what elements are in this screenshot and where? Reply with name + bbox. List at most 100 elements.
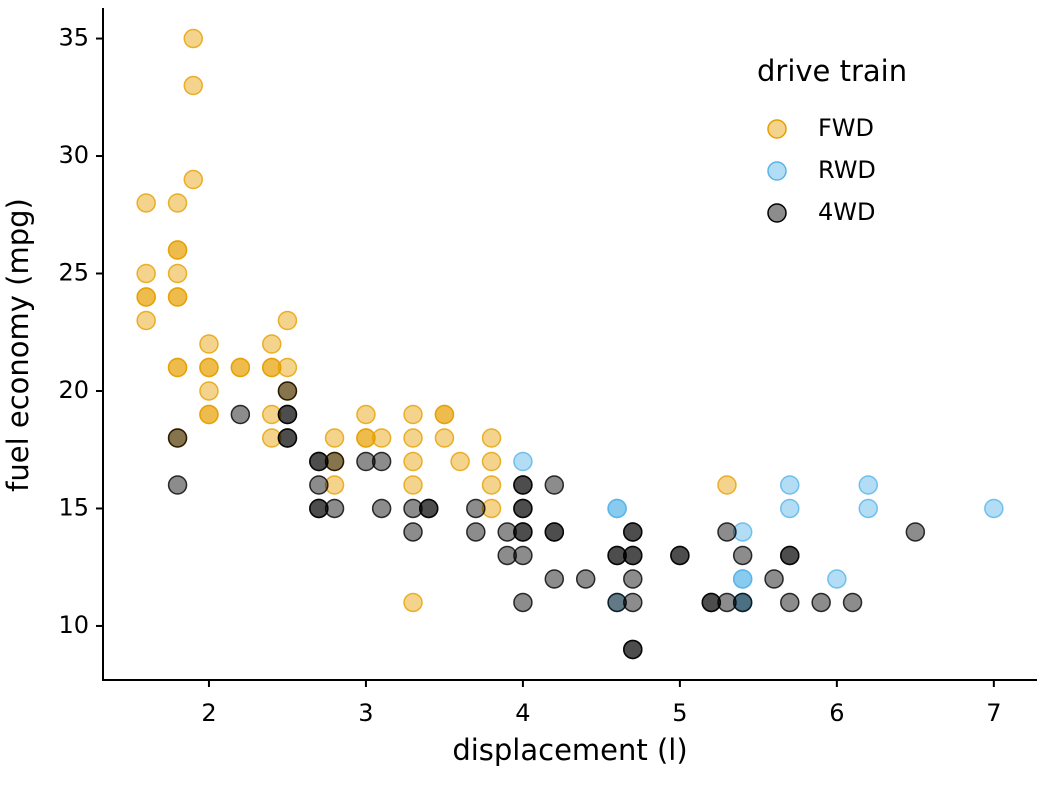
x-tick-label: 6 [829, 699, 844, 727]
point [230, 404, 251, 425]
point [309, 451, 329, 472]
point [261, 334, 282, 354]
point [371, 498, 392, 519]
x-axis-title: displacement (l) [452, 733, 687, 767]
point [183, 169, 204, 190]
point [623, 639, 643, 660]
point [199, 381, 219, 401]
point [418, 498, 439, 519]
point [780, 475, 800, 495]
point [497, 522, 517, 542]
point [481, 428, 502, 448]
point [497, 545, 517, 566]
point [356, 451, 376, 472]
point [811, 592, 831, 613]
point [167, 240, 188, 260]
point [356, 428, 376, 448]
point [371, 428, 392, 448]
point [481, 451, 502, 472]
point [261, 404, 282, 425]
y-tick-label: 10 [58, 611, 89, 639]
point [230, 357, 251, 378]
x-tick-label: 4 [515, 699, 530, 727]
point [513, 592, 533, 613]
point [764, 569, 784, 589]
point [670, 545, 690, 566]
point [136, 310, 156, 331]
point [607, 498, 627, 519]
point [261, 357, 282, 378]
point [324, 498, 345, 519]
point [324, 451, 345, 472]
point [732, 522, 753, 542]
point [324, 428, 345, 448]
point [842, 592, 863, 613]
point [623, 592, 643, 613]
point [717, 592, 737, 613]
y-tick-label: 15 [58, 493, 89, 521]
point [717, 522, 737, 542]
point [371, 451, 392, 472]
point [780, 498, 800, 519]
legend-label: FWD [818, 114, 874, 142]
point [481, 498, 502, 519]
point [607, 545, 627, 566]
point [356, 404, 376, 425]
point [513, 498, 533, 519]
point [858, 475, 879, 495]
legend-label: 4WD [818, 198, 875, 226]
y-tick-label: 20 [58, 376, 89, 404]
point [984, 498, 1004, 519]
point [827, 569, 847, 589]
point [136, 193, 156, 213]
y-axis-title: fuel economy (mpg) [1, 198, 35, 492]
point [481, 475, 502, 495]
point [403, 592, 423, 613]
point [466, 498, 486, 519]
point [623, 545, 643, 566]
point [199, 357, 219, 378]
point [309, 475, 329, 495]
x-tick-label: 3 [358, 699, 373, 727]
point [905, 522, 926, 542]
point [434, 428, 455, 448]
y-tick-label: 35 [58, 24, 89, 52]
point [183, 75, 204, 96]
legend-title: drive train [757, 54, 907, 88]
point [136, 263, 156, 284]
point [780, 592, 800, 613]
point [513, 545, 533, 566]
point [324, 475, 345, 495]
y-tick-label: 25 [58, 259, 89, 287]
point [309, 498, 329, 519]
point [858, 498, 879, 519]
y-tick-label: 30 [58, 141, 89, 169]
point [575, 569, 596, 589]
point [732, 545, 753, 566]
legend-swatch [767, 161, 787, 181]
point [261, 428, 282, 448]
x-tick-label: 2 [201, 699, 216, 727]
x-tick-label: 7 [986, 699, 1001, 727]
point [544, 522, 565, 542]
x-tick-label: 5 [672, 699, 687, 727]
point [403, 428, 423, 448]
point [434, 404, 455, 425]
point [183, 28, 204, 49]
point [780, 545, 800, 566]
point [403, 498, 423, 519]
point [167, 357, 188, 378]
point [544, 475, 565, 495]
point [403, 404, 423, 425]
point [277, 404, 298, 425]
legend-swatch [767, 119, 787, 139]
point [136, 287, 156, 307]
point [450, 451, 470, 472]
point [513, 522, 533, 542]
point [167, 287, 188, 307]
point [277, 428, 298, 448]
point [167, 428, 188, 448]
point [466, 522, 486, 542]
point [544, 569, 565, 589]
